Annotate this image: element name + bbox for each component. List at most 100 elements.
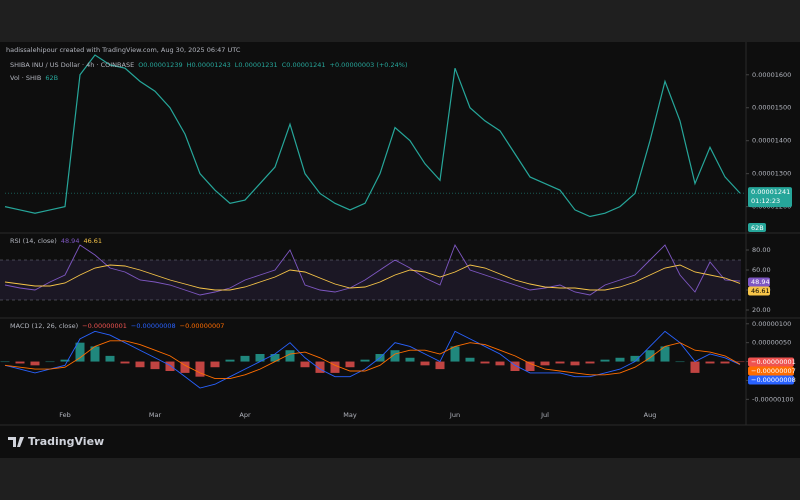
histogram-bar — [45, 361, 55, 363]
histogram-bar — [555, 361, 565, 364]
histogram-bar — [405, 357, 415, 362]
histogram-bar — [705, 361, 715, 364]
histogram-bar — [240, 355, 250, 362]
histogram-bar — [420, 361, 430, 366]
price-tag-value: 0.00001241 — [751, 188, 790, 196]
histogram-bar — [255, 354, 265, 362]
histogram-bar — [660, 346, 670, 362]
histogram-bar — [75, 342, 85, 362]
logo-text: TradingView — [28, 435, 104, 448]
y-tick-label: -0.00000100 — [752, 395, 794, 403]
histogram-bar — [570, 361, 580, 366]
histogram-bar — [450, 346, 460, 362]
histogram-bar — [135, 361, 145, 368]
histogram-bar — [195, 361, 205, 377]
macd-tag-value: −0.00000001 — [751, 358, 796, 366]
histogram-bar — [645, 350, 655, 362]
histogram-bar — [270, 354, 280, 362]
histogram-bar — [90, 346, 100, 362]
histogram-bar — [180, 361, 190, 373]
chart-background — [0, 42, 800, 458]
x-tick-label: Aug — [644, 411, 657, 419]
y-tick-label: 60.00 — [752, 266, 771, 274]
histogram-bar — [690, 361, 700, 373]
histogram-bar — [735, 361, 745, 363]
histogram-bar — [480, 361, 490, 364]
pane-legend: SHIBA INU / US Dollar · 4h · COINBASE O0.… — [10, 61, 408, 69]
x-tick-label: Jun — [449, 411, 460, 419]
macd-tag-value: −0.00000007 — [751, 367, 796, 375]
pane-legend: RSI (14, close) 48.94 46.61 — [10, 237, 102, 245]
macd-tag — [748, 366, 794, 376]
attribution: hadissalehipour created with TradingView… — [6, 46, 241, 54]
volume-legend: Vol · SHIB 62B — [10, 74, 58, 82]
histogram-bar — [315, 361, 325, 373]
y-tick-label: 0.00001600 — [752, 71, 791, 79]
volume-value: 62B — [45, 74, 58, 82]
histogram-bar — [540, 361, 550, 366]
pane-title: SHIBA INU / US Dollar · 4h · COINBASE — [10, 61, 134, 69]
y-tick-label: 0.00001300 — [752, 170, 791, 178]
rsi-tag-value: 48.94 — [751, 278, 770, 286]
x-tick-label: May — [343, 411, 357, 419]
legend-item: O0.00001239 — [138, 61, 182, 69]
histogram-bar — [525, 361, 535, 371]
histogram-bar — [225, 359, 235, 362]
x-tick-label: Mar — [149, 411, 162, 419]
rsi-tag-value: 46.61 — [751, 287, 770, 295]
histogram-bar — [510, 361, 520, 371]
histogram-bar — [390, 350, 400, 362]
legend-item: +0.00000003 (+0.24%) — [330, 61, 408, 69]
volume-tag-value: 62B — [751, 224, 764, 232]
y-tick-label: 80.00 — [752, 246, 771, 254]
histogram-bar — [435, 361, 445, 370]
x-tick-label: Feb — [59, 411, 71, 419]
volume-tag — [748, 223, 766, 232]
histogram-bar — [105, 355, 115, 362]
series-line — [4, 54, 741, 218]
series-line — [4, 243, 741, 296]
logo-icon — [8, 437, 24, 447]
macd-tag-value: −0.00000008 — [751, 376, 796, 384]
legend-item: H0.00001243 — [187, 61, 231, 69]
pane-title: RSI (14, close) — [10, 237, 57, 245]
legend-item: −0.00000007 — [180, 322, 225, 330]
legend-item: −0.00000008 — [131, 322, 176, 330]
y-tick-label: 0.00001500 — [752, 104, 791, 112]
histogram-bar — [165, 361, 175, 371]
legend-item: −0.00000001 — [82, 322, 127, 330]
series-line — [4, 264, 741, 291]
legend-item: 48.94 — [61, 237, 80, 245]
histogram-bar — [585, 361, 595, 364]
histogram-bar — [60, 359, 70, 362]
x-tick-label: Apr — [239, 411, 251, 419]
legend-item: L0.00001231 — [235, 61, 278, 69]
histogram-bar — [345, 361, 355, 368]
volume-label: Vol · SHIB — [10, 74, 41, 82]
rsi-tag — [748, 286, 770, 296]
rsi-band — [0, 260, 741, 300]
series-line — [4, 330, 741, 389]
price-tag-countdown: 01:12:23 — [751, 197, 780, 205]
rsi-tag — [748, 277, 770, 287]
histogram-bar — [600, 359, 610, 362]
histogram-bar — [330, 361, 340, 373]
histogram-bar — [495, 361, 505, 366]
histogram-bar — [30, 361, 40, 366]
histogram-bar — [0, 361, 10, 363]
macd-tag — [748, 357, 794, 367]
x-tick-label: Jul — [540, 411, 549, 419]
y-tick-label: 20.00 — [752, 306, 771, 314]
y-tick-label: 0.00001400 — [752, 137, 791, 145]
histogram-bar — [720, 361, 730, 364]
histogram-bar — [285, 350, 295, 362]
histogram-bar — [465, 357, 475, 362]
macd-tag — [748, 375, 794, 385]
histogram-bar — [300, 361, 310, 368]
histogram-bar — [15, 361, 25, 364]
histogram-bar — [630, 355, 640, 362]
pane-legend: MACD (12, 26, close) −0.00000001 −0.000000… — [10, 322, 224, 330]
price-tag — [748, 187, 792, 208]
histogram-bar — [120, 361, 130, 364]
